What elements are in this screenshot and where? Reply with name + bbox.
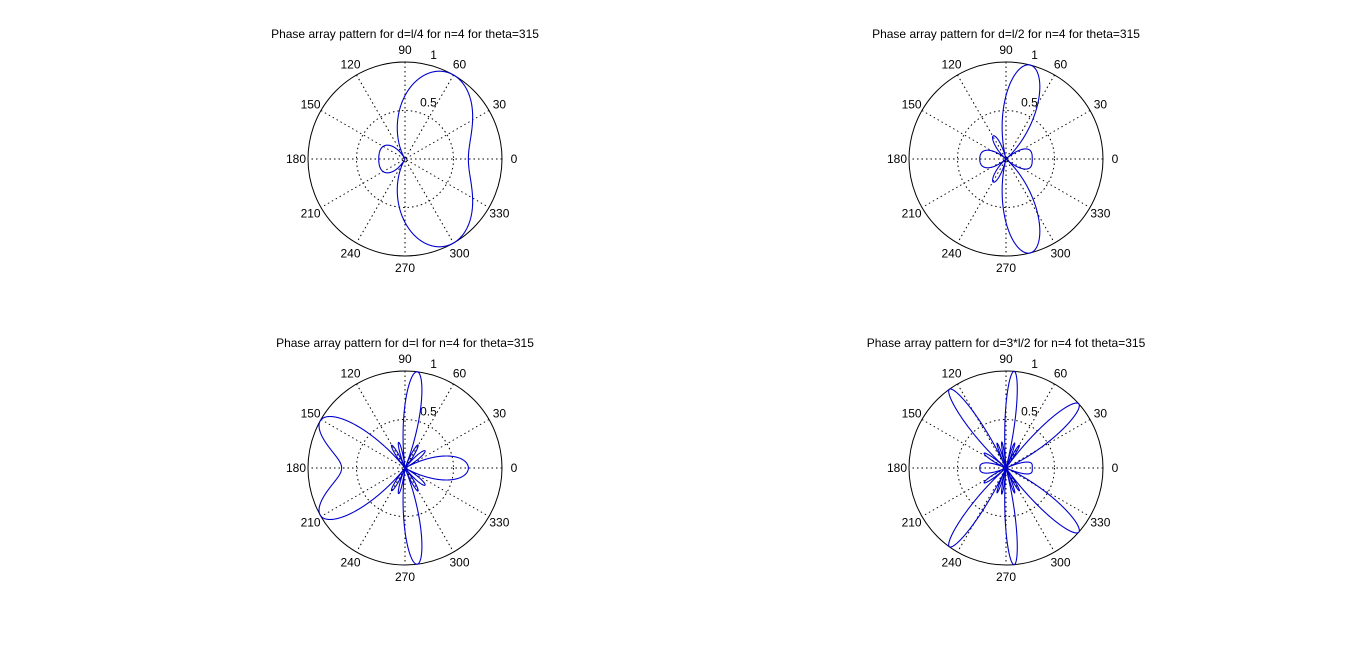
- outer-ring: [908, 370, 1104, 566]
- angle-tick-label: 300: [1050, 555, 1070, 569]
- grid-spoke: [921, 110, 1091, 208]
- angle-tick-label: 270: [395, 261, 415, 275]
- polar-chart: 0 30 60 90 120 150 180 210 240 270 300 330 0.5 1: [286, 352, 518, 584]
- grid-spoke: [356, 383, 454, 553]
- grid-spoke: [356, 383, 454, 553]
- angle-tick-label: 60: [453, 367, 467, 381]
- outer-ring: [307, 370, 503, 566]
- radial-tick-label: 0.5: [1021, 405, 1038, 419]
- angle-tick-label: 90: [398, 43, 412, 57]
- angle-tick-label: 330: [489, 207, 509, 221]
- angle-tick-label: 300: [449, 246, 469, 260]
- grid-spoke: [356, 74, 454, 244]
- angle-tick-label: 60: [1054, 367, 1068, 381]
- angle-tick-label: 210: [301, 516, 321, 530]
- angle-tick-label: 240: [340, 555, 360, 569]
- angle-tick-label: 150: [902, 407, 922, 421]
- angle-tick-label: 30: [1094, 98, 1108, 112]
- polar-chart: 0 30 60 90 120 150 180 210 240 270 300 330 0.5 1: [887, 352, 1119, 584]
- polar-chart: 0 30 60 90 120 150 180 210 240 270 300 330 0.5 1: [887, 43, 1119, 275]
- grid-ring: [957, 419, 1055, 517]
- grid-spoke: [320, 110, 490, 208]
- angle-tick-label: 60: [1054, 58, 1068, 72]
- subplot-4: Phase array pattern for d=3*l/2 for n=4 …: [806, 336, 1206, 596]
- plot-title: Phase array pattern for d=l for n=4 for …: [276, 336, 534, 350]
- angle-tick-label: 330: [1090, 516, 1110, 530]
- angle-tick-label: 240: [941, 246, 961, 260]
- angle-tick-label: 120: [941, 58, 961, 72]
- angle-tick-label: 180: [887, 461, 907, 475]
- angle-tick-label: 30: [493, 98, 507, 112]
- subplot-3: Phase array pattern for d=l for n=4 for …: [205, 336, 605, 596]
- angle-tick-label: 150: [301, 98, 321, 112]
- grid-spoke: [957, 383, 1055, 553]
- angle-tick-label: 180: [887, 152, 907, 166]
- angle-tick-label: 120: [340, 367, 360, 381]
- angle-tick-label: 90: [999, 352, 1013, 366]
- radial-tick-label: 0.5: [1021, 96, 1038, 110]
- radial-tick-label: 1: [1031, 48, 1038, 62]
- angle-tick-label: 270: [996, 261, 1016, 275]
- angle-tick-label: 330: [489, 516, 509, 530]
- plot-title: Phase array pattern for d=3*l/2 for n=4 …: [866, 336, 1146, 350]
- angle-tick-label: 240: [340, 246, 360, 260]
- angle-tick-label: 120: [340, 58, 360, 72]
- angle-tick-label: 210: [902, 207, 922, 221]
- angle-tick-label: 30: [493, 407, 507, 421]
- grid-spoke: [356, 74, 454, 244]
- grid-spoke: [921, 419, 1091, 517]
- grid-spoke: [320, 419, 490, 517]
- angle-tick-label: 90: [398, 352, 412, 366]
- grid-spoke: [957, 74, 1055, 244]
- grid-spoke: [921, 419, 1091, 517]
- radial-tick-label: 1: [430, 48, 437, 62]
- plot-title: Phase array pattern for d=l/2 for n=4 fo…: [872, 27, 1140, 41]
- grid-ring: [957, 110, 1055, 208]
- polar-chart: 0 30 60 90 120 150 180 210 240 270 300 330 0.5 1: [286, 43, 518, 275]
- angle-tick-label: 0: [511, 461, 518, 475]
- outer-ring: [908, 61, 1104, 257]
- radial-tick-label: 0.5: [420, 405, 437, 419]
- angle-tick-label: 300: [449, 555, 469, 569]
- pattern-trace: [948, 370, 1080, 566]
- angle-tick-label: 330: [1090, 207, 1110, 221]
- angle-tick-label: 0: [1112, 461, 1119, 475]
- grid-ring: [356, 110, 454, 208]
- angle-tick-label: 30: [1094, 407, 1108, 421]
- pattern-trace: [318, 371, 469, 565]
- radial-tick-label: 1: [430, 357, 437, 371]
- angle-tick-label: 150: [301, 407, 321, 421]
- radial-tick-label: 1: [1031, 357, 1038, 371]
- angle-tick-label: 0: [1112, 152, 1119, 166]
- angle-tick-label: 210: [902, 516, 922, 530]
- angle-tick-label: 180: [286, 152, 306, 166]
- angle-tick-label: 300: [1050, 246, 1070, 260]
- grid-ring: [356, 419, 454, 517]
- angle-tick-label: 120: [941, 367, 961, 381]
- outer-ring: [307, 61, 503, 257]
- angle-tick-label: 60: [453, 58, 467, 72]
- subplot-1: Phase array pattern for d=l/4 for n=4 fo…: [205, 27, 605, 287]
- pattern-trace: [979, 64, 1041, 254]
- plot-title: Phase array pattern for d=l/4 for n=4 fo…: [271, 27, 539, 41]
- angle-tick-label: 270: [395, 570, 415, 584]
- radial-tick-label: 0.5: [420, 96, 437, 110]
- angle-tick-label: 150: [902, 98, 922, 112]
- grid-spoke: [320, 110, 490, 208]
- angle-tick-label: 180: [286, 461, 306, 475]
- angle-tick-label: 90: [999, 43, 1013, 57]
- angle-tick-label: 240: [941, 555, 961, 569]
- pattern-trace: [378, 70, 474, 248]
- grid-spoke: [320, 419, 490, 517]
- angle-tick-label: 0: [511, 152, 518, 166]
- subplot-2: Phase array pattern for d=l/2 for n=4 fo…: [806, 27, 1206, 287]
- angle-tick-label: 270: [996, 570, 1016, 584]
- angle-tick-label: 210: [301, 207, 321, 221]
- grid-spoke: [921, 110, 1091, 208]
